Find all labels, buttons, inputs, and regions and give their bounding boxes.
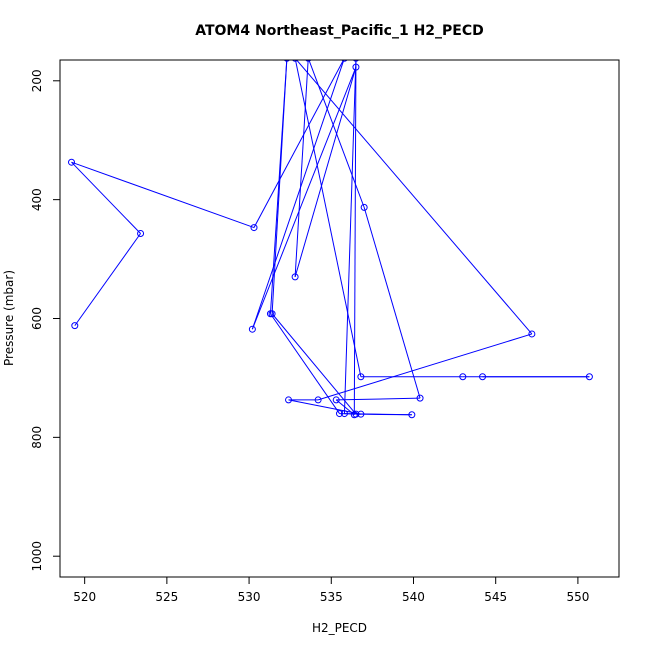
data-point — [360, 203, 368, 211]
data-point — [291, 273, 299, 281]
data-point — [305, 60, 312, 62]
data-point — [248, 325, 256, 333]
y-tick-label: 800 — [30, 426, 44, 449]
data-point — [283, 60, 290, 62]
y-tick-label: 400 — [30, 188, 44, 211]
series-segment — [253, 60, 345, 228]
data-point — [332, 396, 340, 404]
x-axis-label: H2_PECD — [312, 621, 367, 635]
chart-title: ATOM4 Northeast_Pacific_1 H2_PECD — [195, 23, 484, 39]
series-segment — [251, 66, 357, 330]
data-point — [352, 410, 360, 418]
series-segment — [294, 60, 309, 277]
data-point — [341, 60, 348, 62]
data-point — [352, 60, 359, 62]
series-segment — [294, 60, 362, 377]
data-point — [285, 396, 293, 404]
data-point — [266, 310, 274, 318]
series-segment — [74, 233, 141, 326]
series-segment — [269, 60, 288, 314]
data-point — [340, 410, 348, 418]
series-segment — [317, 333, 533, 401]
series-segment — [355, 413, 412, 416]
series-line-group — [71, 60, 590, 416]
x-tick-label: 540 — [402, 590, 425, 604]
series-segment — [251, 60, 345, 330]
data-point — [585, 373, 593, 381]
y-axis-label: Pressure (mbar) — [2, 270, 16, 366]
series-segment — [363, 207, 421, 399]
series-segment — [353, 60, 357, 415]
x-tick-label: 530 — [238, 590, 261, 604]
series-segment — [271, 313, 357, 415]
series-segment — [336, 397, 421, 401]
series-segment — [343, 60, 357, 414]
data-point — [292, 60, 299, 62]
data-point — [459, 373, 467, 381]
series-segment — [288, 399, 361, 415]
data-point — [357, 373, 365, 381]
y-tick-label: 1000 — [30, 541, 44, 572]
x-tick-label: 545 — [484, 590, 507, 604]
data-point — [71, 322, 79, 330]
series-segment — [71, 161, 255, 229]
data-point — [416, 394, 424, 402]
data-point — [314, 396, 322, 404]
series-segment — [294, 66, 357, 278]
data-point — [137, 230, 145, 238]
data-point — [408, 411, 416, 419]
y-tick-label: 200 — [30, 69, 44, 92]
data-point — [352, 63, 360, 71]
series-points-group — [68, 60, 593, 419]
data-point — [479, 373, 487, 381]
data-point — [528, 330, 536, 338]
plot-frame — [59, 59, 620, 578]
series-segment — [71, 161, 141, 234]
x-axis: 520 525 530 535 540 545 550 — [73, 576, 589, 604]
data-point — [336, 410, 343, 418]
series-segment — [308, 60, 365, 208]
series-segment — [295, 60, 533, 335]
y-tick-label: 600 — [30, 307, 44, 330]
data-point — [250, 224, 258, 232]
x-tick-label: 550 — [566, 590, 589, 604]
data-point — [68, 158, 76, 166]
data-point — [357, 410, 365, 418]
x-tick-label: 535 — [320, 590, 343, 604]
x-tick-label: 525 — [155, 590, 178, 604]
x-tick-label: 520 — [73, 590, 96, 604]
